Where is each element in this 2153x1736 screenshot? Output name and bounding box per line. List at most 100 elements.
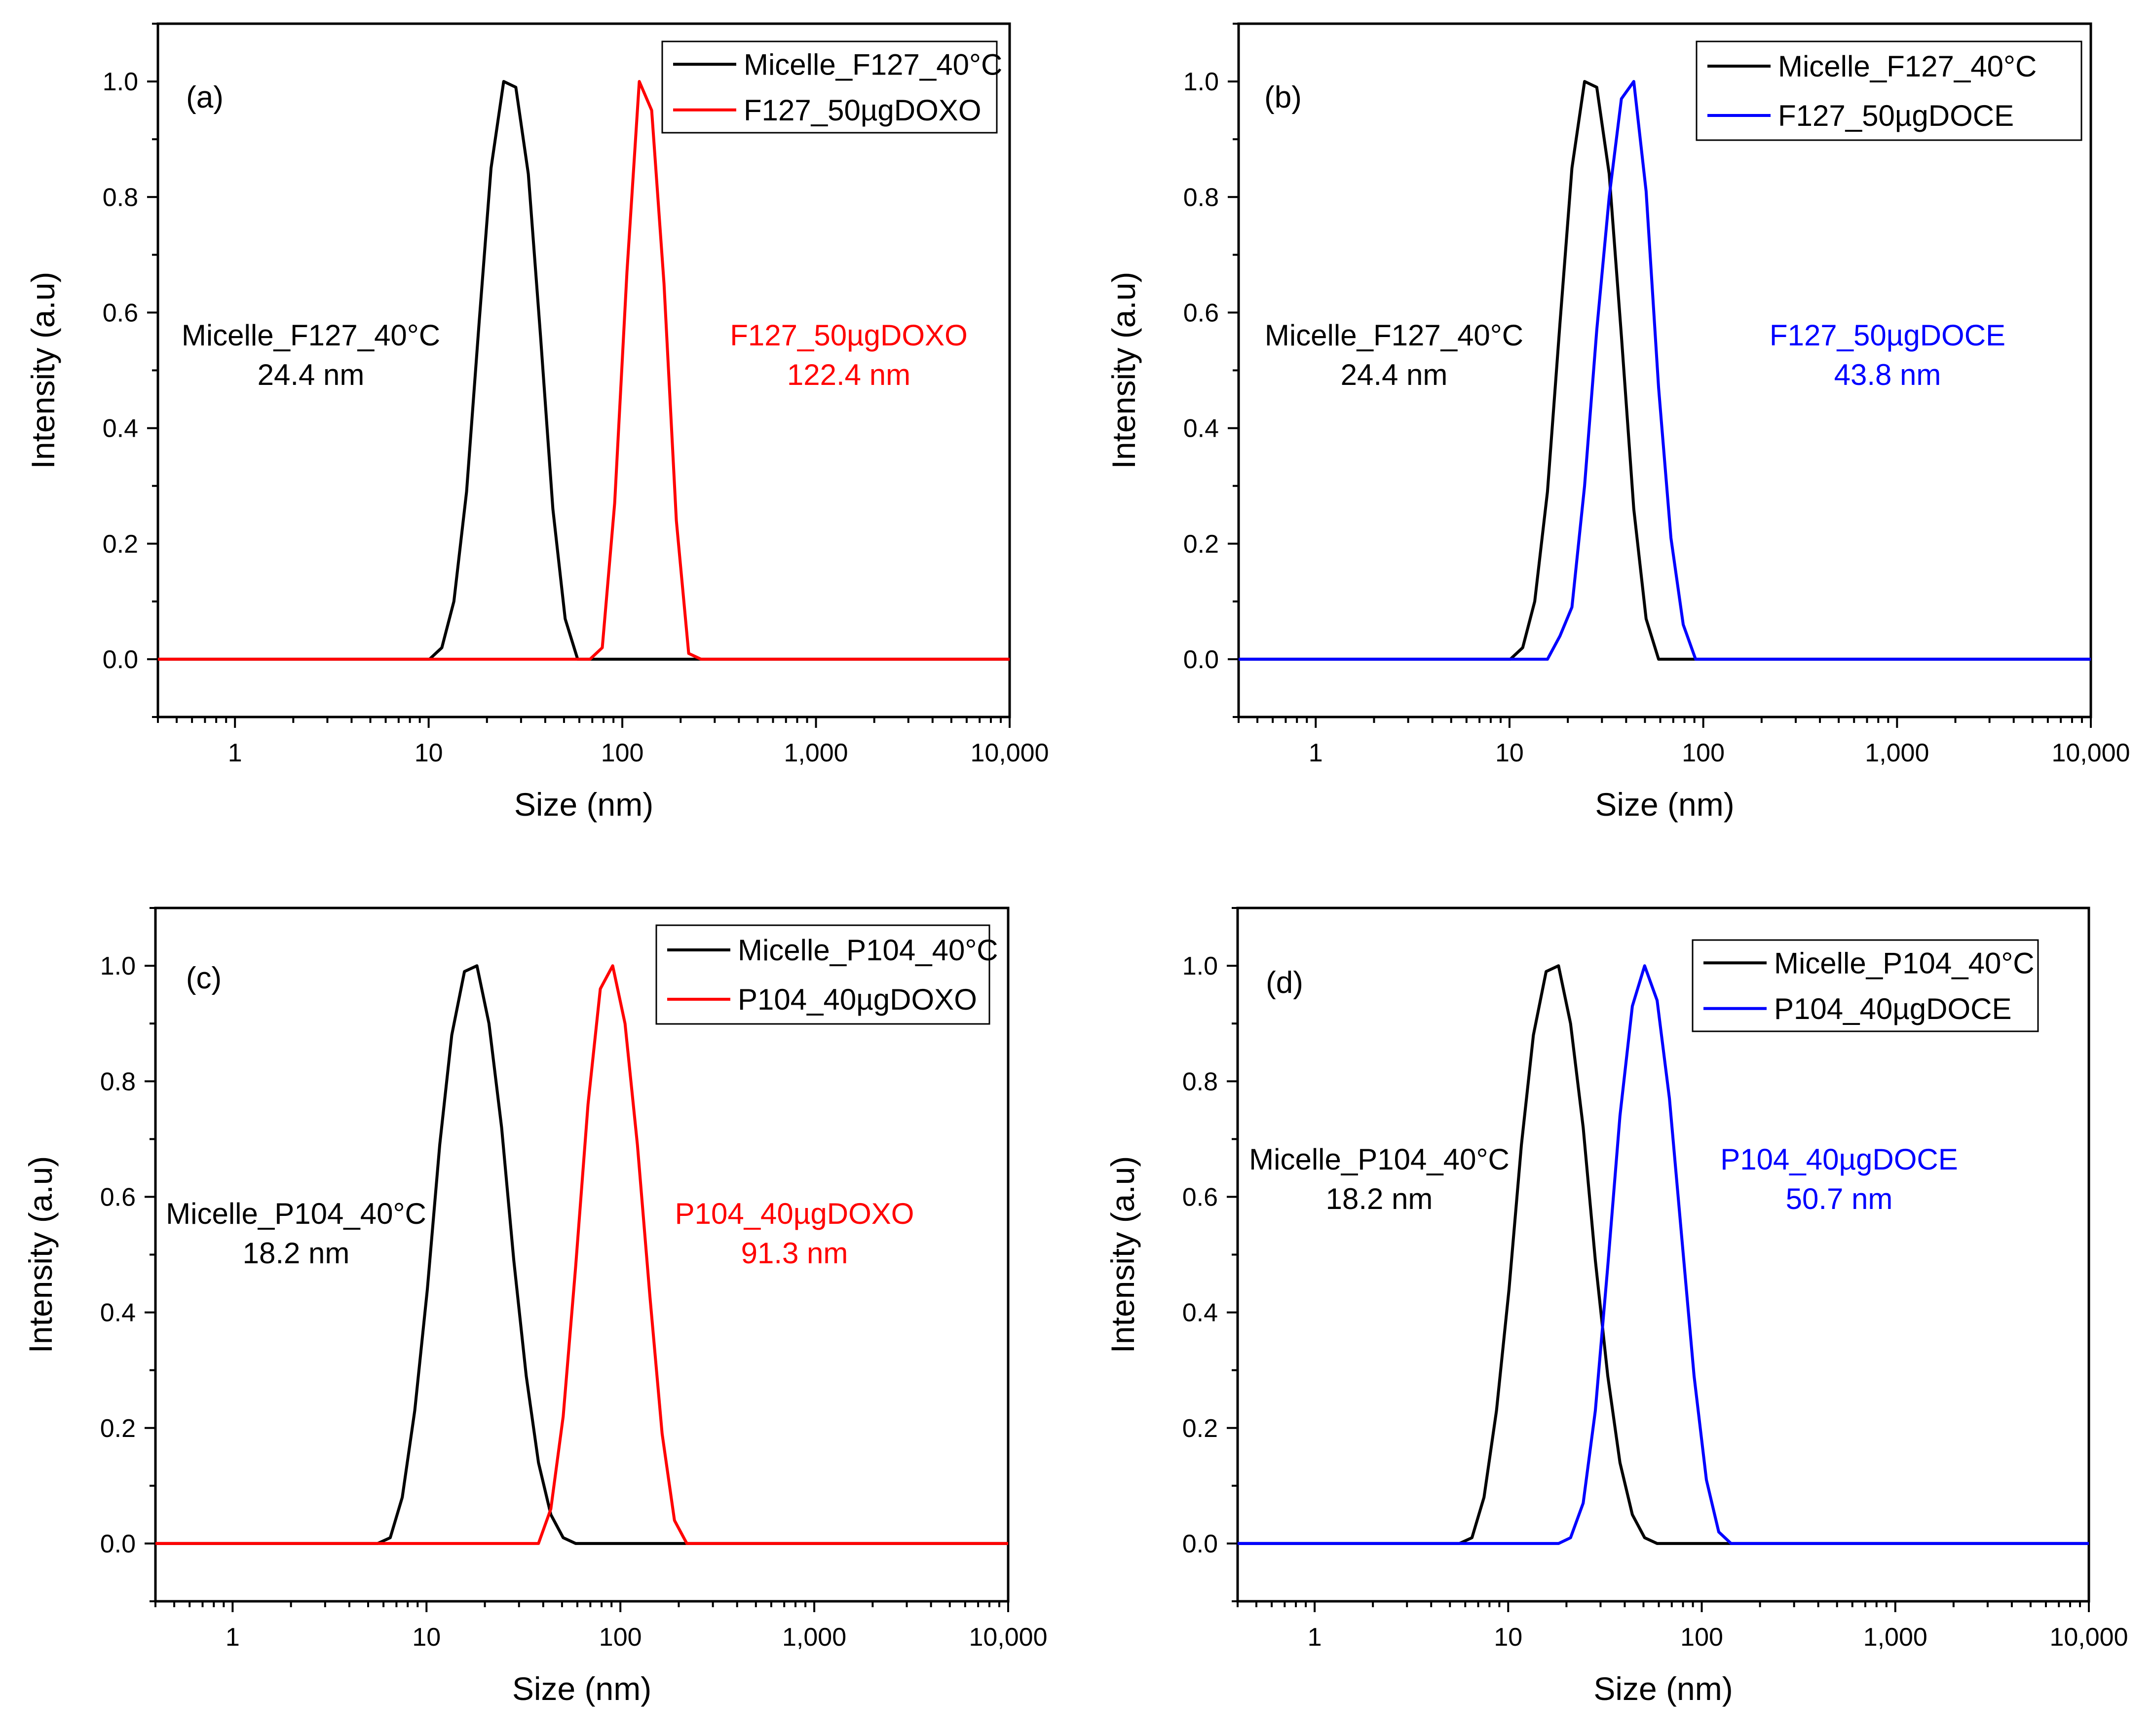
series-line-1 bbox=[1239, 80, 2091, 661]
legend-label-1: Micelle_F127_40°C bbox=[1778, 50, 2037, 83]
x-tick-label: 1 bbox=[1309, 739, 1323, 767]
panel-d: 1 10 100 1,000 10,000 0.0 0.2 0.4 0.6 0.8 1.0 Size … bbox=[1104, 906, 2128, 1707]
y-tick-label: 0.8 bbox=[100, 1067, 136, 1096]
legend-label-2: P104_40µgDOCE bbox=[1774, 992, 2012, 1025]
x-tick-label: 10 bbox=[415, 739, 443, 767]
x-tick-label: 10,000 bbox=[2051, 739, 2130, 767]
series-line-2 bbox=[155, 964, 1008, 1545]
series-line-1 bbox=[1238, 964, 2089, 1545]
legend: Micelle_P104_40°C P104_40µgDOXO bbox=[655, 924, 998, 1025]
x-tick-label: 1 bbox=[1308, 1623, 1322, 1652]
x-tick-label: 10,000 bbox=[2049, 1623, 2128, 1652]
x-axis-title: Size (nm) bbox=[514, 786, 653, 823]
annotation-1-line-2: 18.2 nm bbox=[1326, 1182, 1433, 1215]
y-tick-label: 0.8 bbox=[103, 183, 138, 212]
legend-label-2: F127_50µgDOXO bbox=[744, 94, 982, 127]
legend-label-1: Micelle_F127_40°C bbox=[744, 48, 1002, 81]
x-axis-title: Size (nm) bbox=[1593, 1670, 1733, 1707]
y-tick-label: 1.0 bbox=[1183, 68, 1219, 96]
legend-label-1: Micelle_P104_40°C bbox=[1774, 946, 2035, 980]
panel-c: 1 10 100 1,000 10,000 0.0 0.2 0.4 0.6 0.8 1.0 Size … bbox=[22, 906, 1048, 1707]
y-tick-label: 0.4 bbox=[1183, 415, 1219, 443]
x-tick-label: 10,000 bbox=[970, 739, 1049, 767]
annotation-2-line-1: F127_50µgDOXO bbox=[730, 319, 968, 352]
y-tick-label: 0.0 bbox=[100, 1530, 136, 1558]
y-tick-label: 0.2 bbox=[103, 530, 138, 559]
y-tick-label: 0.2 bbox=[1183, 530, 1219, 559]
annotation-2-line-2: 122.4 nm bbox=[787, 358, 910, 391]
legend: Micelle_F127_40°C F127_50µgDOCE bbox=[1696, 40, 2082, 141]
legend-box bbox=[661, 40, 998, 134]
panel-label: (d) bbox=[1266, 966, 1303, 1000]
x-tick-label: 100 bbox=[1680, 1623, 1723, 1652]
y-axis-title: Intensity (a.u) bbox=[1105, 272, 1142, 469]
legend-box bbox=[1696, 40, 2082, 141]
panel-a: 1 10 100 1,000 10,000 0.0 0.2 0.4 0.6 0.8 1.0 Size … bbox=[25, 22, 1049, 823]
annotation-1-line-1: Micelle_P104_40°C bbox=[1249, 1143, 1510, 1176]
x-tick-label: 1,000 bbox=[782, 1623, 846, 1652]
y-tick-label: 0.0 bbox=[1182, 1530, 1218, 1558]
annotation-1-line-2: 24.4 nm bbox=[258, 358, 365, 391]
x-tick-label: 100 bbox=[601, 739, 644, 767]
x-tick-label: 10,000 bbox=[969, 1623, 1047, 1652]
annotation-1-line-1: Micelle_F127_40°C bbox=[1265, 319, 1523, 352]
series-line-1 bbox=[158, 80, 1010, 661]
x-tick-label: 1 bbox=[228, 739, 242, 767]
y-tick-label: 0.0 bbox=[1183, 645, 1219, 674]
y-tick-label: 0.4 bbox=[1182, 1299, 1218, 1327]
legend: Micelle_P104_40°C P104_40µgDOCE bbox=[1692, 939, 2039, 1032]
x-tick-label: 1,000 bbox=[1863, 1623, 1927, 1652]
annotation-2-line-2: 43.8 nm bbox=[1834, 358, 1941, 391]
y-tick-label: 0.4 bbox=[103, 415, 138, 443]
legend-box bbox=[1692, 939, 2039, 1032]
y-tick-label: 1.0 bbox=[1182, 952, 1218, 981]
annotation-2-line-1: P104_40µgDOCE bbox=[1720, 1143, 1958, 1176]
y-axis-title: Intensity (a.u) bbox=[22, 1156, 59, 1354]
legend-label-1: Micelle_P104_40°C bbox=[738, 934, 998, 967]
x-tick-label: 10 bbox=[1494, 1623, 1522, 1652]
x-axis-title: Size (nm) bbox=[1595, 786, 1734, 823]
y-tick-label: 1.0 bbox=[103, 68, 138, 96]
x-tick-label: 10 bbox=[412, 1623, 441, 1652]
panel-b: 1 10 100 1,000 10,000 0.0 0.2 0.4 0.6 0.8 1.0 Size … bbox=[1105, 22, 2130, 823]
y-axis-title: Intensity (a.u) bbox=[1104, 1156, 1141, 1354]
legend: Micelle_F127_40°C F127_50µgDOXO bbox=[661, 40, 1002, 134]
legend-box bbox=[655, 924, 990, 1025]
x-tick-label: 1 bbox=[226, 1623, 240, 1652]
legend-label-2: P104_40µgDOXO bbox=[738, 983, 977, 1016]
annotation-2-line-2: 91.3 nm bbox=[741, 1237, 848, 1270]
y-tick-label: 0.6 bbox=[103, 299, 138, 327]
y-tick-label: 0.6 bbox=[1182, 1183, 1218, 1211]
panel-label: (a) bbox=[186, 80, 224, 114]
x-tick-label: 1,000 bbox=[784, 739, 848, 767]
annotation-1-line-2: 18.2 nm bbox=[243, 1237, 350, 1270]
annotation-1-line-1: Micelle_F127_40°C bbox=[182, 319, 440, 352]
y-tick-label: 0.2 bbox=[1182, 1414, 1218, 1443]
y-tick-label: 1.0 bbox=[100, 952, 136, 981]
y-tick-label: 0.4 bbox=[100, 1299, 136, 1327]
panel-label: (b) bbox=[1264, 80, 1302, 114]
y-tick-label: 0.0 bbox=[103, 645, 138, 674]
y-axis-title: Intensity (a.u) bbox=[25, 272, 61, 469]
series-line-2 bbox=[158, 80, 1010, 661]
annotation-2-line-1: P104_40µgDOXO bbox=[675, 1197, 914, 1230]
series-line-2 bbox=[1238, 964, 2089, 1545]
x-tick-label: 100 bbox=[599, 1623, 642, 1652]
series-line-1 bbox=[155, 964, 1008, 1545]
panel-label: (c) bbox=[186, 961, 222, 995]
y-tick-label: 0.8 bbox=[1183, 183, 1219, 212]
annotation-1-line-1: Micelle_P104_40°C bbox=[166, 1197, 426, 1230]
annotation-2-line-2: 50.7 nm bbox=[1786, 1182, 1893, 1215]
series-line-2 bbox=[1239, 80, 2091, 661]
y-tick-label: 0.6 bbox=[1183, 299, 1219, 327]
x-axis-title: Size (nm) bbox=[512, 1670, 651, 1707]
annotation-2-line-1: F127_50µgDOCE bbox=[1770, 319, 2005, 352]
legend-label-2: F127_50µgDOCE bbox=[1778, 99, 2014, 132]
y-tick-label: 0.8 bbox=[1182, 1067, 1218, 1096]
annotation-1-line-2: 24.4 nm bbox=[1341, 358, 1448, 391]
y-tick-label: 0.2 bbox=[100, 1414, 136, 1443]
x-tick-label: 1,000 bbox=[1865, 739, 1929, 767]
x-tick-label: 10 bbox=[1495, 739, 1524, 767]
